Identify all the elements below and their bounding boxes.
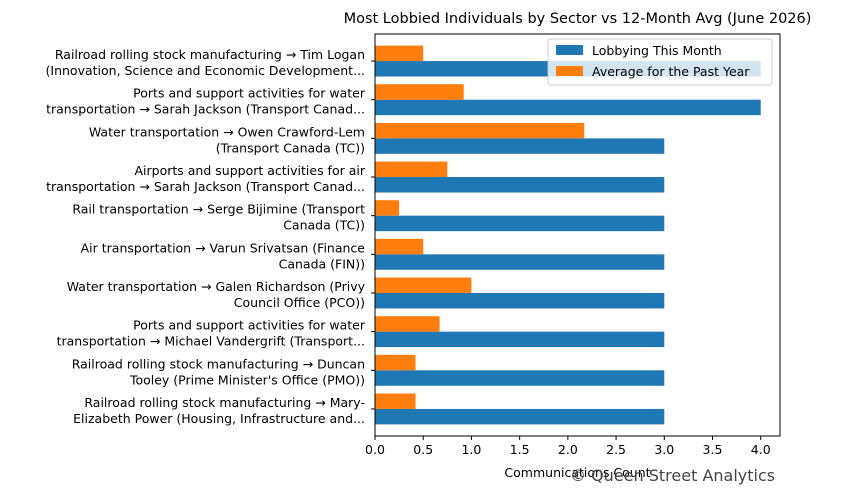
x-tick-label: 2.0	[558, 442, 578, 457]
bar-this-month	[375, 99, 761, 116]
x-tick-label: 1.5	[510, 442, 530, 457]
x-tick-label: 4.0	[751, 442, 771, 457]
bar-past-year-avg	[375, 122, 585, 139]
bar-past-year-avg	[375, 277, 472, 293]
bar-past-year-avg	[375, 161, 448, 178]
bar-this-month	[375, 331, 665, 348]
x-tick-label: 2.5	[606, 442, 626, 457]
legend-swatch	[556, 45, 583, 55]
y-tick-label: Ports and support activities for water tr…	[46, 86, 366, 117]
legend-swatch	[556, 66, 583, 76]
x-tick-label: 1.0	[461, 442, 481, 457]
bar-past-year-avg	[375, 316, 440, 332]
x-tick-label: 0.5	[413, 442, 433, 457]
y-tick-label: Rail transportation → Serge Bijimine (Tr…	[72, 202, 365, 233]
bar-this-month	[375, 370, 665, 386]
y-tick-label: Railroad rolling stock manufacturing → M…	[73, 395, 365, 426]
x-tick-label: 0.0	[365, 442, 385, 457]
y-tick-label: Air transportation → Varun Srivatsan (Fi…	[81, 240, 366, 271]
bar-past-year-avg	[375, 393, 416, 409]
y-axis-ticks: Railroad rolling stock manufacturing → T…	[46, 47, 375, 426]
bars-group	[375, 45, 761, 425]
bar-this-month	[375, 138, 665, 154]
legend-label: Average for the Past Year	[592, 64, 750, 79]
y-tick-label: Water transportation → Galen Richardson …	[67, 279, 366, 310]
bar-this-month	[375, 408, 665, 425]
x-axis-title: Communications Count	[504, 465, 650, 480]
y-tick-label: Water transportation → Owen Crawford-Lem…	[89, 124, 365, 155]
bar-past-year-avg	[375, 238, 424, 255]
plot-frame	[374, 33, 781, 437]
x-tick-label: 3.5	[703, 442, 723, 457]
bar-past-year-avg	[375, 45, 424, 62]
x-axis-ticks: 0.0 0.5 1.0 1.5 2.0 2.5 3.0 3.5 4.0	[365, 436, 771, 457]
watermark: © Queen Street Analytics	[570, 466, 776, 485]
bar-past-year-avg	[375, 200, 400, 216]
bar-this-month	[375, 177, 665, 193]
bar-this-month	[375, 254, 665, 270]
x-tick-label: 3.0	[654, 442, 674, 457]
y-tick-label: Airports and support activities for air t…	[46, 163, 366, 194]
chart-title: Most Lobbied Individuals by Sector vs 12…	[344, 11, 812, 27]
legend-label: Lobbying This Month	[592, 43, 722, 58]
legend: Lobbying This Month Average for the Past …	[547, 38, 773, 86]
legend-box	[547, 38, 773, 86]
y-tick-label: Railroad rolling stock manufacturing → D…	[72, 356, 365, 387]
y-tick-label: Railroad rolling stock manufacturing → T…	[46, 47, 365, 78]
bar-this-month	[375, 292, 665, 309]
bar-past-year-avg	[375, 84, 464, 100]
bar-past-year-avg	[375, 354, 416, 371]
y-tick-label: Ports and support activities for water tr…	[57, 318, 366, 349]
bar-this-month	[375, 215, 665, 232]
